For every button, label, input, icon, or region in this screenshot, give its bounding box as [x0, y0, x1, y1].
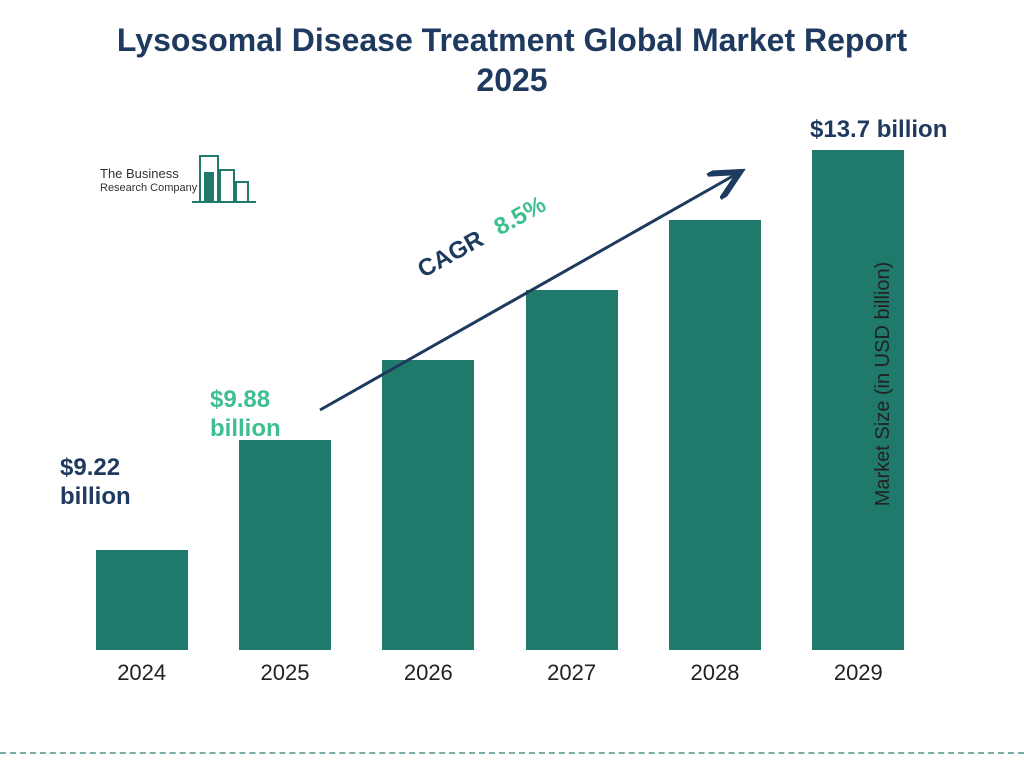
xlabel-2029: 2029: [787, 660, 930, 686]
yaxis-label: Market Size (in USD billion): [872, 262, 895, 507]
bar-col-2028: 2028: [643, 130, 786, 650]
value-label-2029: $13.7 billion: [810, 116, 947, 145]
xlabel-2025: 2025: [213, 660, 356, 686]
bar-2025: [239, 440, 331, 650]
bar-col-2026: 2026: [357, 130, 500, 650]
value-label-2025-l1: $9.88: [210, 386, 270, 413]
bottom-dashed-line: [0, 752, 1024, 754]
value-label-2029-l1: $13.7 billion: [810, 116, 947, 143]
bar-2028: [669, 220, 761, 650]
chart-title: Lysosomal Disease Treatment Global Marke…: [0, 20, 1024, 100]
xlabel-2026: 2026: [357, 660, 500, 686]
bar-2027: [526, 290, 618, 650]
xlabel-2028: 2028: [643, 660, 786, 686]
xlabel-2027: 2027: [500, 660, 643, 686]
value-label-2024-l1: $9.22: [60, 454, 120, 481]
bars-container: 2024 2025 2026 2027 2028 2029: [70, 130, 930, 650]
bar-col-2029: 2029: [787, 130, 930, 650]
value-label-2025: $9.88 billion: [210, 386, 281, 444]
bar-col-2024: 2024: [70, 130, 213, 650]
bar-2024: [96, 550, 188, 650]
xlabel-2024: 2024: [70, 660, 213, 686]
bar-2026: [382, 360, 474, 650]
value-label-2024-l2: billion: [60, 483, 131, 512]
value-label-2024: $9.22 billion: [60, 454, 131, 512]
value-label-2025-l2: billion: [210, 415, 281, 444]
